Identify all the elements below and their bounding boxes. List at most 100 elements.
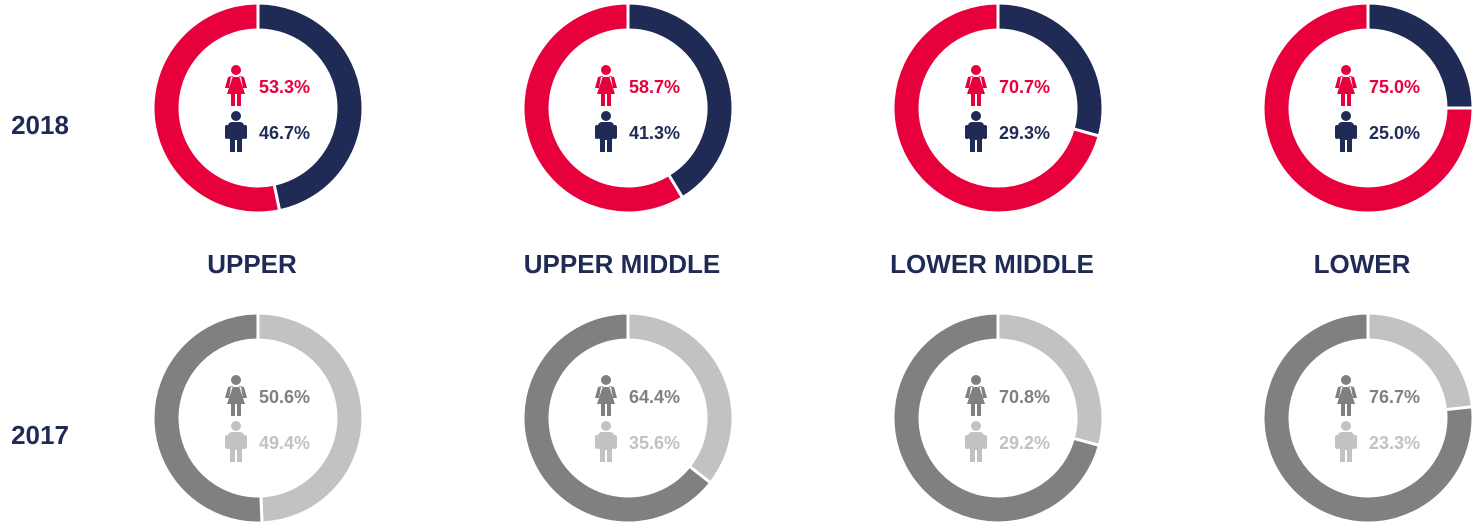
icon-arm bbox=[1353, 125, 1357, 139]
icon-leg bbox=[601, 404, 605, 416]
icon-body bbox=[595, 76, 617, 94]
column-label: UPPER MIDDLE bbox=[524, 249, 720, 279]
icon-arm bbox=[243, 435, 247, 449]
male-icon bbox=[1335, 111, 1357, 152]
donut-segment bbox=[151, 1, 282, 215]
column-label: LOWER bbox=[1314, 249, 1411, 279]
icon-arm bbox=[613, 435, 617, 449]
value-label: 70.7% bbox=[999, 77, 1050, 97]
female-icon bbox=[965, 65, 987, 106]
icon-leg bbox=[977, 448, 982, 462]
donut-segment bbox=[521, 1, 685, 215]
icon-leg bbox=[970, 448, 975, 462]
icon-arm bbox=[1335, 125, 1339, 139]
icon-leg bbox=[601, 94, 605, 106]
male-icon bbox=[595, 421, 617, 462]
icon-arm bbox=[965, 125, 969, 139]
donut-segment bbox=[626, 1, 735, 200]
female-icon bbox=[595, 375, 617, 416]
icon-head bbox=[601, 111, 611, 121]
value-label: 76.7% bbox=[1369, 387, 1420, 407]
value-label: 50.6% bbox=[259, 387, 310, 407]
icon-head bbox=[601, 65, 611, 75]
icon-leg bbox=[977, 138, 982, 152]
icon-head bbox=[601, 375, 611, 385]
icon-leg bbox=[1340, 448, 1345, 462]
icon-body bbox=[968, 122, 984, 140]
icon-head bbox=[231, 111, 241, 121]
icon-leg bbox=[231, 94, 235, 106]
donut-segment bbox=[996, 311, 1105, 448]
value-label: 29.2% bbox=[999, 433, 1050, 453]
icon-leg bbox=[1341, 404, 1345, 416]
male-icon bbox=[225, 111, 247, 152]
icon-leg bbox=[971, 404, 975, 416]
female-icon bbox=[1335, 375, 1357, 416]
icon-leg bbox=[600, 138, 605, 152]
icon-leg bbox=[971, 94, 975, 106]
icon-leg bbox=[230, 138, 235, 152]
female-icon bbox=[225, 65, 247, 106]
icon-leg bbox=[607, 94, 611, 106]
icon-body bbox=[228, 122, 244, 140]
icon-leg bbox=[1347, 404, 1351, 416]
icon-leg bbox=[607, 138, 612, 152]
icon-body bbox=[1335, 386, 1357, 404]
icon-body bbox=[968, 432, 984, 450]
female-icon bbox=[595, 65, 617, 106]
icon-body bbox=[1338, 432, 1354, 450]
icon-leg bbox=[607, 448, 612, 462]
column-label: UPPER bbox=[207, 249, 297, 279]
icon-arm bbox=[595, 125, 599, 139]
male-icon bbox=[965, 421, 987, 462]
icon-leg bbox=[977, 404, 981, 416]
icon-leg bbox=[1347, 448, 1352, 462]
icon-body bbox=[1335, 76, 1357, 94]
female-icon bbox=[225, 375, 247, 416]
icon-arm bbox=[983, 125, 987, 139]
icon-leg bbox=[607, 404, 611, 416]
icon-leg bbox=[230, 448, 235, 462]
donut-segment bbox=[151, 311, 264, 523]
icon-leg bbox=[1340, 138, 1345, 152]
icon-leg bbox=[977, 94, 981, 106]
icon-leg bbox=[1347, 94, 1351, 106]
value-label: 58.7% bbox=[629, 77, 680, 97]
icon-arm bbox=[1353, 435, 1357, 449]
icon-head bbox=[231, 65, 241, 75]
donut-segment bbox=[891, 1, 1102, 215]
value-label: 75.0% bbox=[1369, 77, 1420, 97]
donut-segment bbox=[256, 311, 365, 523]
icon-head bbox=[1341, 65, 1351, 75]
value-label: 41.3% bbox=[629, 123, 680, 143]
icon-leg bbox=[237, 448, 242, 462]
icon-arm bbox=[595, 435, 599, 449]
donut-segment bbox=[1261, 311, 1473, 523]
icon-leg bbox=[237, 138, 242, 152]
icon-arm bbox=[243, 125, 247, 139]
value-label: 53.3% bbox=[259, 77, 310, 97]
icon-body bbox=[965, 76, 987, 94]
male-icon bbox=[965, 111, 987, 152]
donut-segment bbox=[256, 1, 365, 213]
icon-leg bbox=[231, 404, 235, 416]
value-label: 64.4% bbox=[629, 387, 680, 407]
icon-body bbox=[225, 76, 247, 94]
icon-head bbox=[971, 111, 981, 121]
icon-leg bbox=[1341, 94, 1345, 106]
icon-body bbox=[228, 432, 244, 450]
female-icon bbox=[965, 375, 987, 416]
icon-body bbox=[598, 432, 614, 450]
male-icon bbox=[595, 111, 617, 152]
value-label: 25.0% bbox=[1369, 123, 1420, 143]
icon-body bbox=[965, 386, 987, 404]
value-label: 29.3% bbox=[999, 123, 1050, 143]
donut-segment bbox=[1261, 1, 1473, 215]
donut-segment bbox=[521, 311, 713, 523]
icon-body bbox=[1338, 122, 1354, 140]
icon-body bbox=[598, 122, 614, 140]
column-label: LOWER MIDDLE bbox=[890, 249, 1094, 279]
icon-arm bbox=[965, 435, 969, 449]
icon-head bbox=[971, 65, 981, 75]
